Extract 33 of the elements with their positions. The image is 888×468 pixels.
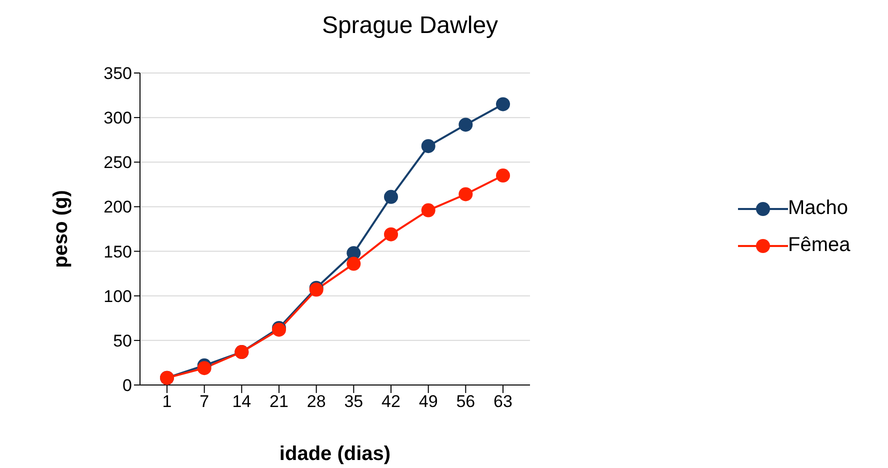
x-tick-label: 28 <box>306 392 326 412</box>
y-tick-label: 350 <box>104 64 132 84</box>
point <box>458 118 473 132</box>
x-tick-label: 49 <box>418 392 438 412</box>
x-tick-label: 63 <box>494 392 512 412</box>
point <box>421 203 436 218</box>
x-tick-label: 56 <box>456 392 476 412</box>
point <box>421 139 436 154</box>
x-tick-label: 35 <box>344 392 364 412</box>
y-tick-label: 250 <box>104 153 132 172</box>
legend-label: Fêmea <box>788 234 850 257</box>
x-tick-label: 14 <box>232 392 252 412</box>
y-tick-label: 100 <box>104 286 132 306</box>
x-tick-label: 21 <box>270 392 288 412</box>
x-axis-title: idade (dias) <box>279 443 391 465</box>
point <box>346 256 361 271</box>
point <box>384 227 398 242</box>
y-tick-label: 300 <box>104 108 132 128</box>
point <box>496 97 510 112</box>
point <box>496 168 510 183</box>
y-tick-label: 200 <box>104 198 132 217</box>
y-axis-title: peso (g) <box>50 190 72 268</box>
y-tick-label: 150 <box>104 242 132 262</box>
point <box>384 190 398 204</box>
x-tick-label: 42 <box>382 392 400 412</box>
chart-title: Sprague Dawley <box>320 12 500 40</box>
y-tick-label: 50 <box>113 331 132 350</box>
point <box>458 187 473 202</box>
legend-label: Macho <box>788 197 848 220</box>
point <box>197 361 212 376</box>
y-tick-label: 0 <box>122 376 132 396</box>
x-tick-label: 7 <box>200 392 210 412</box>
x-tick-label: 1 <box>162 392 172 412</box>
